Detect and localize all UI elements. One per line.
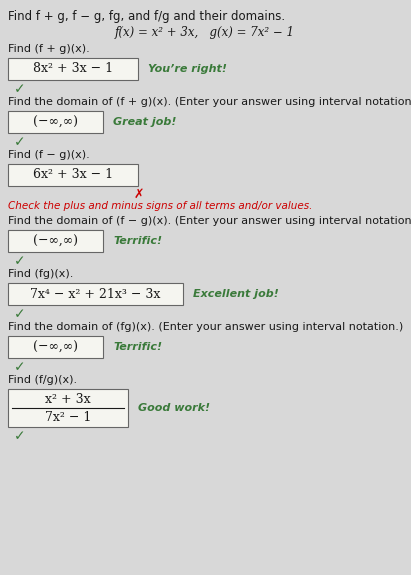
FancyBboxPatch shape: [8, 389, 128, 427]
Text: ✓: ✓: [14, 254, 25, 268]
FancyBboxPatch shape: [8, 230, 103, 252]
FancyBboxPatch shape: [8, 111, 103, 133]
Text: Find the domain of (fg)(x). (Enter your answer using interval notation.): Find the domain of (fg)(x). (Enter your …: [8, 322, 403, 332]
Text: 6x² + 3x − 1: 6x² + 3x − 1: [33, 168, 113, 182]
Text: Find (f + g)(x).: Find (f + g)(x).: [8, 44, 90, 54]
Text: Find the domain of (f − g)(x). (Enter your answer using interval notation.): Find the domain of (f − g)(x). (Enter yo…: [8, 216, 411, 226]
Text: Find (fg)(x).: Find (fg)(x).: [8, 269, 74, 279]
Text: (−∞,∞): (−∞,∞): [33, 235, 78, 247]
Text: Terrific!: Terrific!: [113, 342, 162, 352]
FancyBboxPatch shape: [8, 283, 183, 305]
Text: Excellent job!: Excellent job!: [193, 289, 279, 299]
Text: ✓: ✓: [14, 82, 25, 96]
Text: Great job!: Great job!: [113, 117, 176, 127]
Text: Good work!: Good work!: [138, 403, 210, 413]
Text: (−∞,∞): (−∞,∞): [33, 116, 78, 128]
Text: ✓: ✓: [14, 135, 25, 149]
Text: Find the domain of (f + g)(x). (Enter your answer using interval notation.): Find the domain of (f + g)(x). (Enter yo…: [8, 97, 411, 107]
Text: ✗: ✗: [134, 188, 145, 201]
Text: (−∞,∞): (−∞,∞): [33, 340, 78, 354]
Text: Find f + g, f − g, fg, and f/g and their domains.: Find f + g, f − g, fg, and f/g and their…: [8, 10, 285, 23]
Text: ✓: ✓: [14, 360, 25, 374]
FancyBboxPatch shape: [8, 336, 103, 358]
Text: f(x) = x² + 3x,   g(x) = 7x² − 1: f(x) = x² + 3x, g(x) = 7x² − 1: [115, 26, 295, 39]
Text: 7x² − 1: 7x² − 1: [45, 411, 91, 424]
Text: 8x² + 3x − 1: 8x² + 3x − 1: [33, 63, 113, 75]
Text: ✓: ✓: [14, 307, 25, 321]
FancyBboxPatch shape: [8, 58, 138, 80]
Text: Check the plus and minus signs of all terms and/or values.: Check the plus and minus signs of all te…: [8, 201, 312, 211]
Text: 7x⁴ − x² + 21x³ − 3x: 7x⁴ − x² + 21x³ − 3x: [30, 288, 161, 301]
FancyBboxPatch shape: [8, 164, 138, 186]
Text: Find (f/g)(x).: Find (f/g)(x).: [8, 375, 77, 385]
Text: You’re right!: You’re right!: [148, 64, 227, 74]
Text: Terrific!: Terrific!: [113, 236, 162, 246]
Text: Find (f − g)(x).: Find (f − g)(x).: [8, 150, 90, 160]
Text: ✓: ✓: [14, 429, 25, 443]
Text: x² + 3x: x² + 3x: [45, 393, 91, 406]
